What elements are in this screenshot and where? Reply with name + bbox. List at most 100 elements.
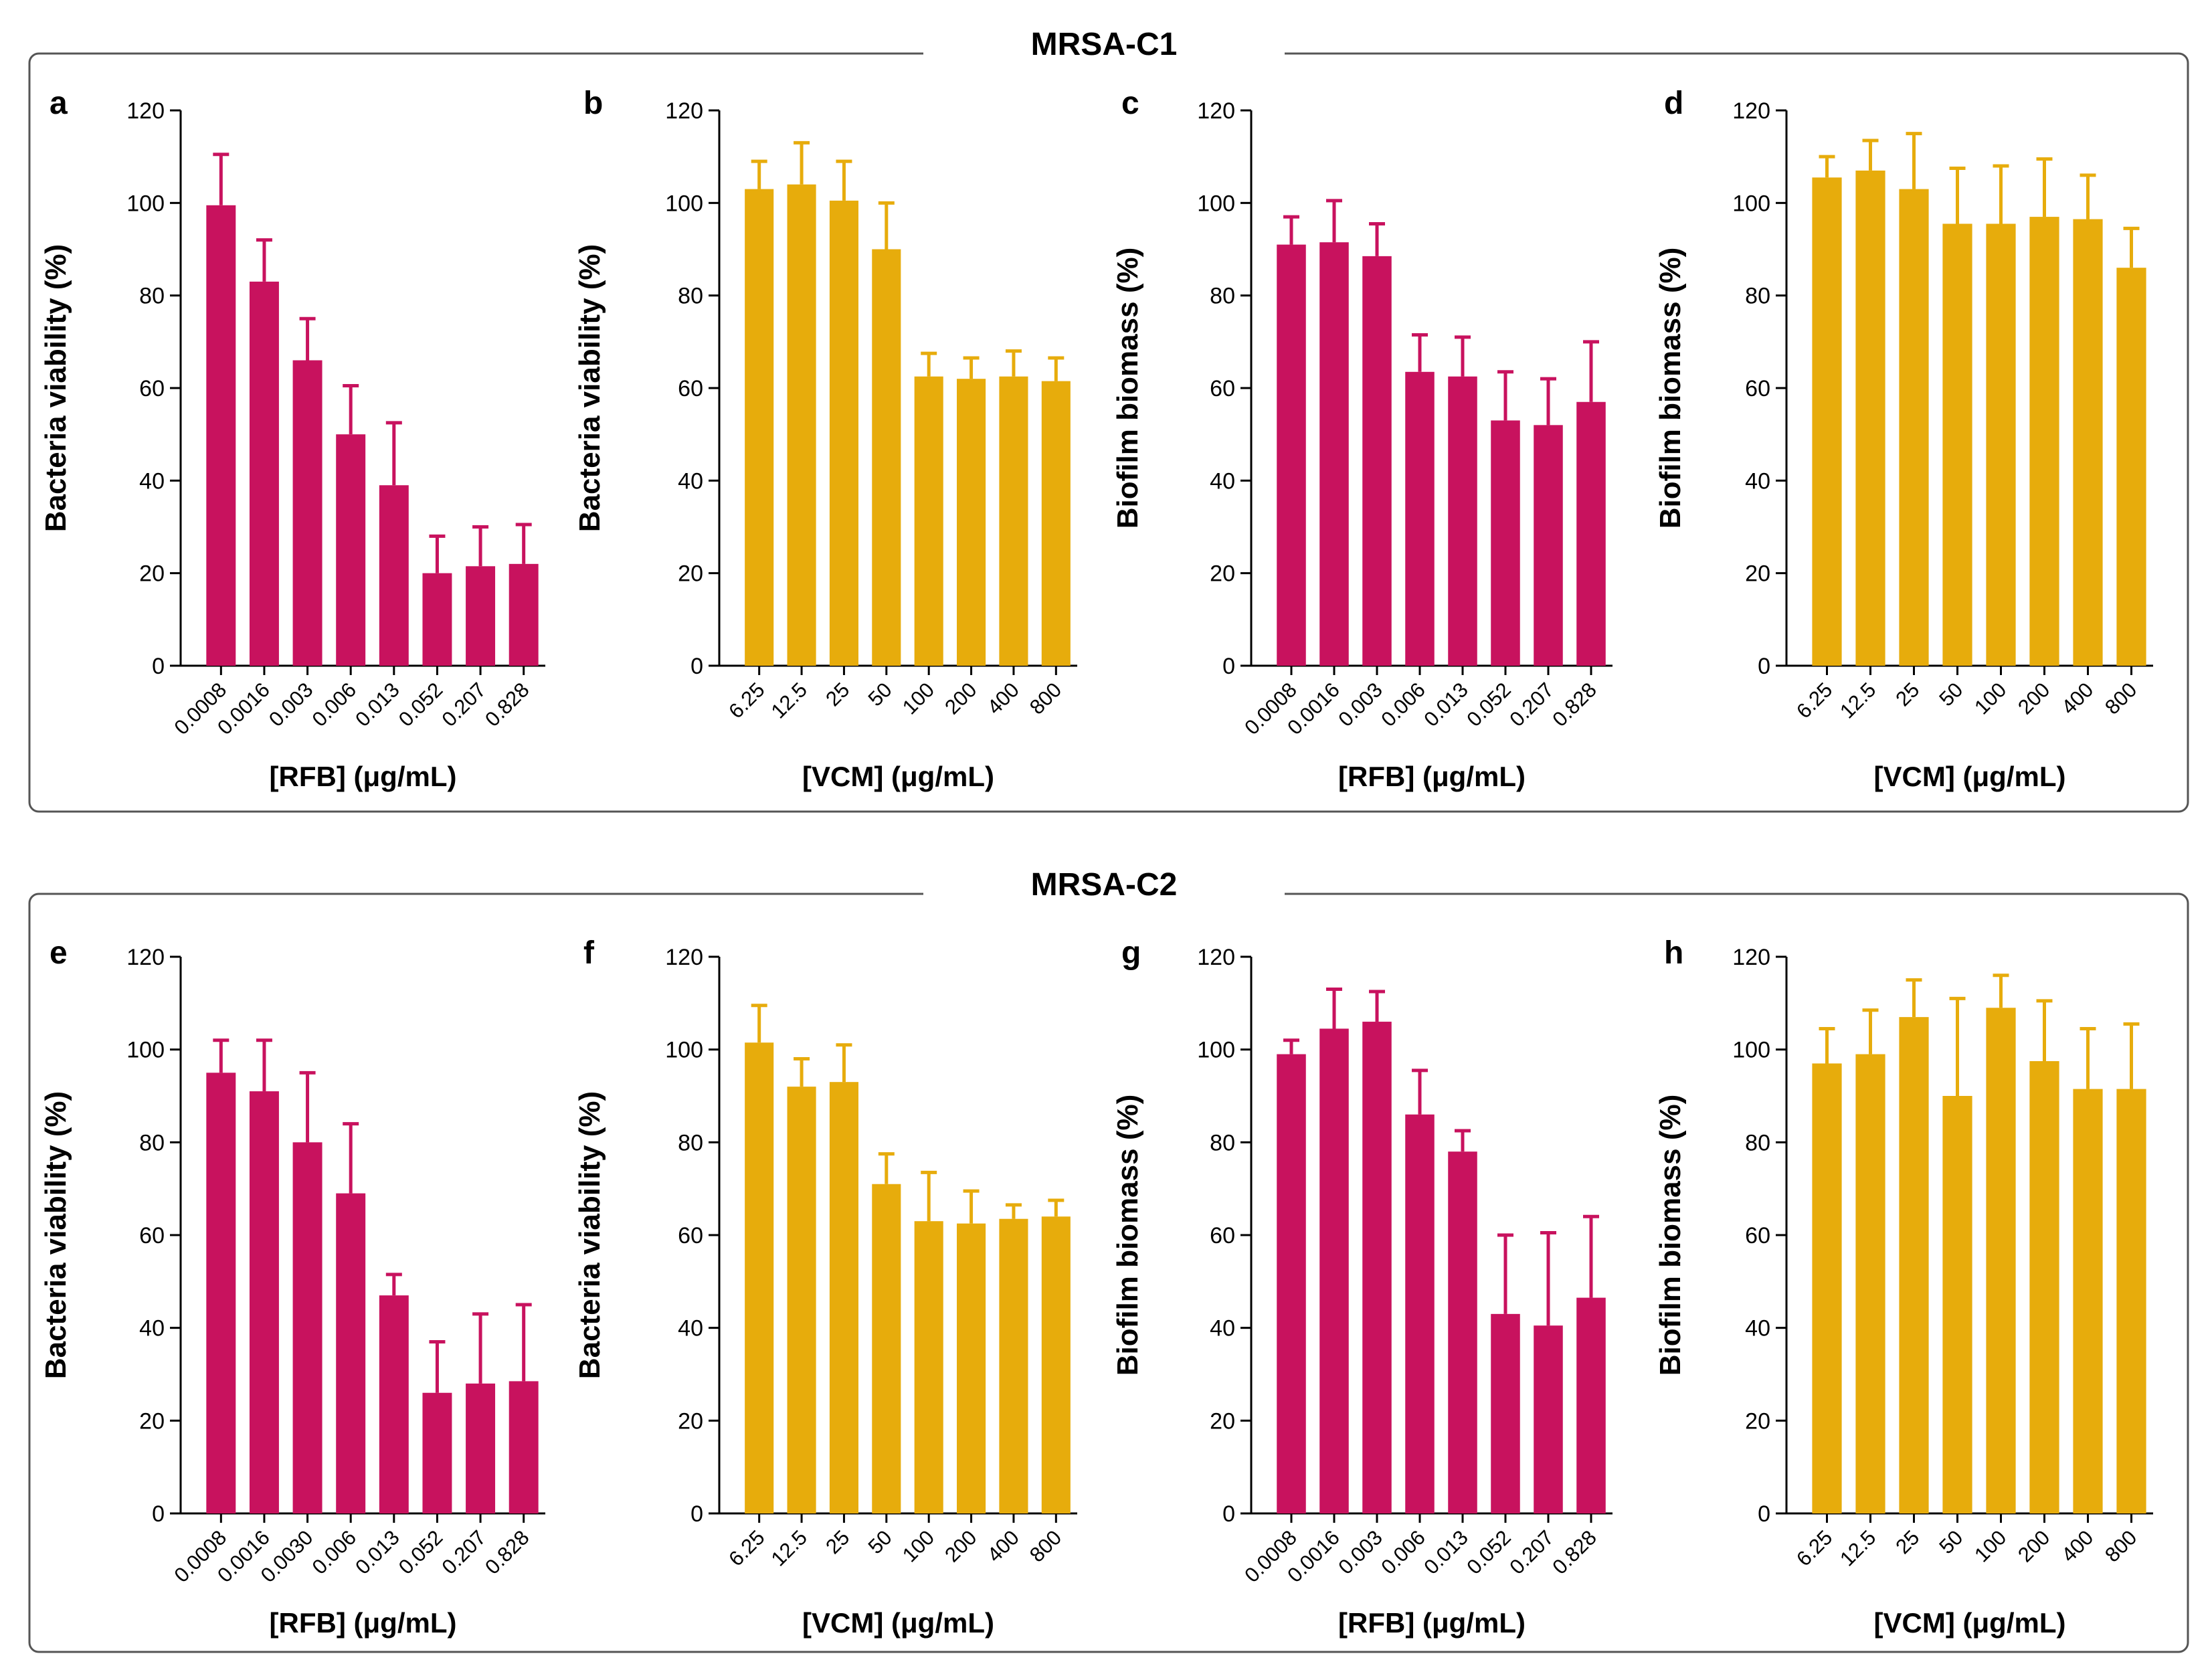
bar xyxy=(872,1184,901,1513)
y-tick-label: 100 xyxy=(665,1038,703,1063)
y-tick-label: 0 xyxy=(690,654,703,679)
bar xyxy=(1899,1017,1929,1513)
bar xyxy=(292,360,322,666)
y-tick-label: 120 xyxy=(126,945,165,970)
y-tick-label: 120 xyxy=(126,98,165,124)
bar xyxy=(1942,223,1972,666)
x-axis-title: [RFB] (μg/mL) xyxy=(270,1607,457,1639)
category-label: 0.006 xyxy=(1376,1525,1430,1579)
panel-letter: d xyxy=(1664,86,1683,121)
bar xyxy=(1534,425,1563,666)
y-tick-label: 60 xyxy=(1745,1223,1770,1248)
category-label: 50 xyxy=(1934,678,1967,711)
category-label: 100 xyxy=(898,678,939,719)
y-tick-label: 60 xyxy=(678,376,703,401)
y-tick-label: 0 xyxy=(690,1501,703,1527)
bar xyxy=(2073,1089,2103,1513)
bar xyxy=(336,1193,366,1513)
y-axis-title: Biofilm biomass (%) xyxy=(1111,1095,1144,1376)
y-tick-label: 40 xyxy=(139,468,165,494)
category-label: 12.5 xyxy=(1835,678,1880,723)
bar xyxy=(466,566,496,666)
bar xyxy=(829,1082,858,1513)
title-gap xyxy=(923,887,1285,901)
y-tick-label: 80 xyxy=(139,284,165,309)
y-axis-title: Biofilm biomass (%) xyxy=(1111,248,1144,529)
category-label: 25 xyxy=(1891,678,1924,711)
bar xyxy=(999,376,1028,666)
y-tick-label: 0 xyxy=(1758,654,1770,679)
bar xyxy=(1277,244,1306,666)
bar xyxy=(292,1142,322,1513)
bar xyxy=(1576,401,1606,666)
y-tick-label: 60 xyxy=(1210,376,1235,401)
y-tick-label: 100 xyxy=(126,1038,165,1063)
x-axis-title: [RFB] (μg/mL) xyxy=(1338,1607,1526,1639)
bar xyxy=(1448,376,1477,666)
y-tick-label: 40 xyxy=(139,1316,165,1341)
y-tick-label: 100 xyxy=(1732,1038,1770,1063)
bar xyxy=(1448,1151,1477,1513)
category-label: 100 xyxy=(1970,1525,2011,1566)
x-axis-title: [VCM] (μg/mL) xyxy=(1874,761,2066,792)
bar xyxy=(249,1091,279,1513)
title-gap xyxy=(923,47,1285,60)
bar xyxy=(2116,268,2146,666)
bar xyxy=(1812,177,1842,666)
category-label: 0.052 xyxy=(1462,1525,1515,1579)
bar xyxy=(914,376,943,666)
category-label: 12.5 xyxy=(1835,1525,1880,1570)
category-label: 25 xyxy=(821,678,854,711)
x-axis-title: [VCM] (μg/mL) xyxy=(802,1607,994,1639)
y-tick-label: 0 xyxy=(152,654,165,679)
panel-letter: g xyxy=(1121,935,1141,971)
y-tick-label: 100 xyxy=(1197,1038,1235,1063)
category-label: 6.25 xyxy=(724,678,769,723)
y-tick-label: 120 xyxy=(665,98,703,124)
category-label: 6.25 xyxy=(1792,1525,1837,1570)
y-tick-label: 40 xyxy=(1745,1316,1770,1341)
bar xyxy=(1362,1022,1392,1513)
y-tick-label: 40 xyxy=(1210,1316,1235,1341)
y-tick-label: 20 xyxy=(139,1408,165,1434)
chart-g: g0204060801001200.00080.00160.0030.0060.… xyxy=(1111,935,1612,1639)
bar xyxy=(2029,1061,2059,1513)
y-tick-label: 20 xyxy=(1745,1408,1770,1434)
y-tick-label: 60 xyxy=(678,1223,703,1248)
category-label: 0.828 xyxy=(480,1525,534,1579)
bar xyxy=(1576,1297,1606,1513)
chart-a: a0204060801001200.00080.00160.0030.0060.… xyxy=(39,86,545,792)
bar xyxy=(1986,223,2016,666)
y-tick-label: 60 xyxy=(1210,1223,1235,1248)
y-tick-label: 80 xyxy=(1210,1130,1235,1155)
category-label: 0.013 xyxy=(351,1525,404,1579)
bar xyxy=(787,1087,816,1513)
bar xyxy=(379,485,409,666)
y-axis-title: Biofilm biomass (%) xyxy=(1654,1095,1687,1376)
bar xyxy=(422,1392,452,1513)
bar xyxy=(1534,1325,1563,1513)
bar xyxy=(2073,219,2103,666)
y-tick-label: 100 xyxy=(1197,191,1235,216)
y-axis-title: Bacteria viability (%) xyxy=(573,244,606,532)
y-tick-label: 20 xyxy=(1745,561,1770,587)
category-label: 0.006 xyxy=(1376,678,1430,731)
category-label: 0.052 xyxy=(394,1525,448,1579)
y-tick-label: 80 xyxy=(1745,284,1770,309)
category-label: 0.013 xyxy=(1419,678,1473,731)
bar xyxy=(745,1042,774,1513)
category-label: 25 xyxy=(821,1525,854,1558)
category-label: 400 xyxy=(983,678,1024,719)
x-axis-title: [RFB] (μg/mL) xyxy=(270,761,457,792)
bar xyxy=(2029,217,2059,666)
category-label: 400 xyxy=(2057,1525,2098,1566)
category-label: 200 xyxy=(940,1525,981,1566)
category-label: 0.052 xyxy=(394,678,448,731)
bar xyxy=(872,249,901,666)
y-tick-label: 100 xyxy=(126,191,165,216)
group-2: MRSA-C2 xyxy=(28,867,2189,1653)
category-label: 800 xyxy=(1025,1525,1066,1566)
bar xyxy=(1405,371,1435,666)
